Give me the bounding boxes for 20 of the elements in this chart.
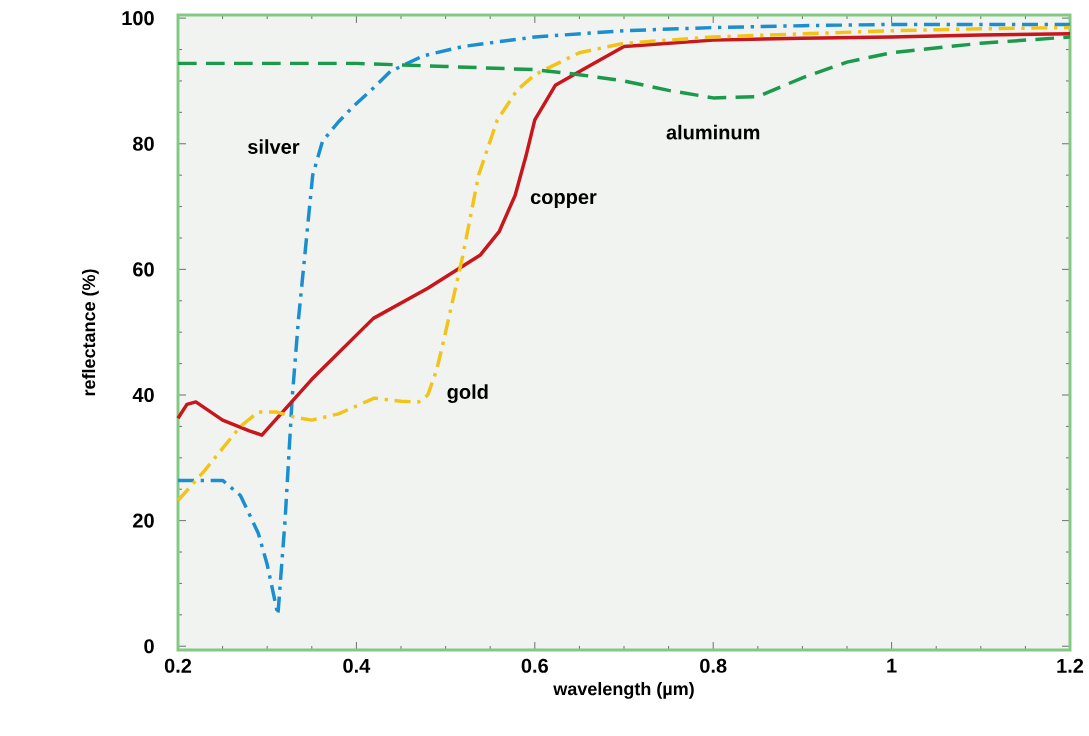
y-tick-label: 80 [133,136,154,151]
x-tick-label: 0.4 [343,658,371,673]
y-tick-label: 0 [144,639,154,654]
x-tick-label: 1.2 [1057,658,1084,673]
series-label: gold [447,384,488,404]
y-tick-label: 20 [133,513,154,528]
x-tick-label: 0.8 [700,658,727,673]
y-tick-label: 40 [132,387,154,403]
line-series [176,25,1072,503]
y-tick-label: 100 [122,11,154,26]
y-tick-label: 60 [133,262,154,277]
line-series [176,32,1072,437]
x-axis-title: wavelength (µm) [553,682,694,699]
y-axis-title: reflectance (%) [81,269,99,396]
x-tick-label: 0.2 [164,658,192,673]
series-label: copper [530,193,597,209]
x-tick-label: 0.6 [521,658,548,673]
series-label: silver [248,139,300,154]
series-label: aluminum [666,124,760,140]
x-tick-label: 1 [887,658,897,673]
